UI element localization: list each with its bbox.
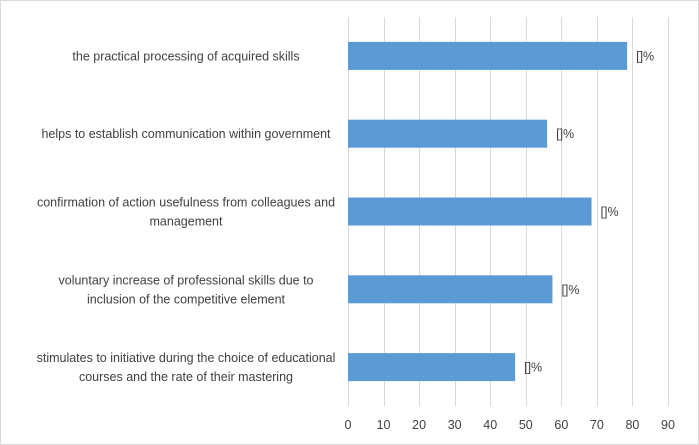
bars xyxy=(348,41,628,382)
x-tick-label: 20 xyxy=(412,418,426,432)
bar xyxy=(348,119,548,148)
x-tick-label: 30 xyxy=(448,418,462,432)
x-tick-label: 50 xyxy=(519,418,533,432)
category-label: inclusion of the competitive element xyxy=(87,292,286,306)
x-tick-label: 40 xyxy=(483,418,497,432)
data-label: []% xyxy=(556,127,574,141)
grid-lines xyxy=(348,17,669,406)
category-label: voluntary increase of professional skill… xyxy=(59,273,314,287)
x-axis-ticks: 0 10 20 30 40 50 60 70 80 90 xyxy=(345,418,675,432)
data-labels: []% []% []% []% []% xyxy=(524,49,654,374)
category-label: the practical processing of acquired ski… xyxy=(72,49,299,63)
data-label: []% xyxy=(524,361,542,375)
bar xyxy=(348,197,592,226)
data-label: []% xyxy=(561,283,579,297)
x-tick-label: 90 xyxy=(661,418,675,432)
bar xyxy=(348,41,628,70)
category-label: stimulates to initiative during the choi… xyxy=(37,351,336,365)
x-tick-label: 60 xyxy=(554,418,568,432)
category-label: confirmation of action usefulness from c… xyxy=(37,196,335,210)
category-labels: the practical processing of acquired ski… xyxy=(37,49,336,384)
category-label: courses and the rate of their mastering xyxy=(79,370,293,384)
bar xyxy=(348,353,516,382)
category-label: management xyxy=(150,215,223,229)
bar xyxy=(348,275,553,304)
x-tick-label: 80 xyxy=(625,418,639,432)
category-label: helps to establish communication within … xyxy=(41,127,331,141)
data-label: []% xyxy=(601,205,619,219)
data-label: []% xyxy=(636,49,654,63)
x-tick-label: 0 xyxy=(345,418,352,432)
x-tick-label: 70 xyxy=(590,418,604,432)
x-tick-label: 10 xyxy=(377,418,391,432)
